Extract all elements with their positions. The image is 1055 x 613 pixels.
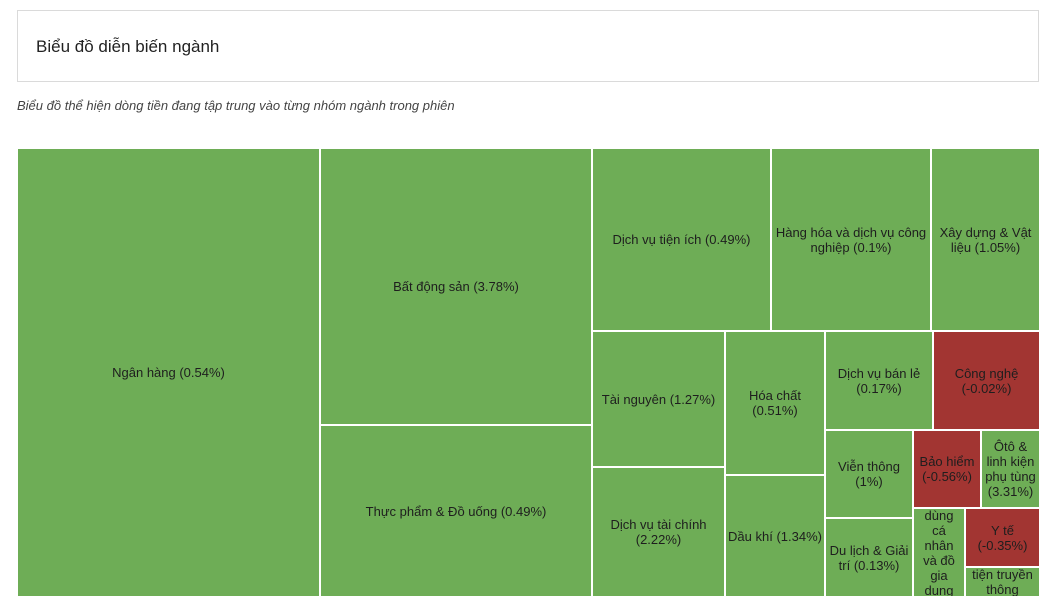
treemap-cell[interactable]: Bảo hiểm (-0.56%) [913, 430, 981, 508]
treemap-cell-label: Hàng hóa và dịch vụ công nghiệp (0.1%) [775, 224, 927, 255]
treemap-cell-label: Công nghệ (-0.02%) [954, 365, 1019, 396]
treemap-cell[interactable]: Viễn thông (1%) [825, 430, 913, 518]
treemap-cell-label: Đồ dùng cá nhân và đồ gia dụng (0.17%) [923, 508, 955, 597]
treemap-cell[interactable]: tiện truyền thông [965, 567, 1040, 597]
treemap-cell-label: Bảo hiểm (-0.56%) [919, 454, 975, 484]
treemap-cell-label: Dịch vụ tiện ích (0.49%) [612, 232, 751, 247]
treemap-cell-label: Viễn thông (1%) [838, 459, 900, 489]
treemap-cell[interactable]: Dịch vụ tài chính (2.22%) [592, 467, 725, 597]
chart-subtitle: Biểu đồ thể hiện dòng tiền đang tập trun… [17, 98, 455, 113]
treemap-cell-label: Bất động sản (3.78%) [393, 279, 519, 294]
treemap-cell-label: Xây dựng & Vật liệu (1.05%) [939, 224, 1032, 255]
treemap-cell[interactable]: Y tế (-0.35%) [965, 508, 1040, 567]
treemap-cell[interactable]: Dịch vụ bán lẻ (0.17%) [825, 331, 933, 430]
treemap-cell[interactable]: Tài nguyên (1.27%) [592, 331, 725, 467]
treemap-cell[interactable]: Xây dựng & Vật liệu (1.05%) [931, 148, 1040, 331]
treemap-cell-label: Thực phẩm & Đồ uống (0.49%) [365, 503, 547, 519]
treemap-cell[interactable]: Dịch vụ tiện ích (0.49%) [592, 148, 771, 331]
treemap-cell[interactable]: Dầu khí (1.34%) [725, 475, 825, 597]
treemap-cell-label: tiện truyền thông [972, 567, 1033, 597]
treemap-cell-label: Hóa chất (0.51%) [748, 388, 802, 418]
treemap-cell-label: Dịch vụ tài chính (2.22%) [610, 517, 707, 547]
treemap-cell[interactable]: Công nghệ (-0.02%) [933, 331, 1040, 430]
treemap-cell[interactable]: Du lịch & Giải trí (0.13%) [825, 518, 913, 597]
treemap-cell[interactable]: Hóa chất (0.51%) [725, 331, 825, 475]
treemap-cell[interactable]: Hàng hóa và dịch vụ công nghiệp (0.1%) [771, 148, 931, 331]
treemap-cell-label: Y tế (-0.35%) [977, 522, 1028, 553]
treemap-cell[interactable]: Đồ dùng cá nhân và đồ gia dụng (0.17%) [913, 508, 965, 597]
treemap-cell-label: Dịch vụ bán lẻ (0.17%) [837, 365, 921, 396]
treemap-cell-label: Ôtô & linh kiện phụ tùng (3.31%) [985, 439, 1036, 499]
treemap-cell-label: Dầu khí (1.34%) [728, 528, 822, 544]
treemap-cell[interactable]: Ôtô & linh kiện phụ tùng (3.31%) [981, 430, 1040, 508]
treemap-cell[interactable]: Thực phẩm & Đồ uống (0.49%) [320, 425, 592, 597]
page-title: Biểu đồ diễn biến ngành [36, 37, 220, 56]
treemap-cell-label: Tài nguyên (1.27%) [601, 391, 716, 407]
treemap-cell[interactable]: Ngân hàng (0.54%) [17, 148, 320, 597]
treemap-cell[interactable]: Bất động sản (3.78%) [320, 148, 592, 425]
treemap-cell-label: Ngân hàng (0.54%) [112, 365, 225, 380]
sector-treemap: Ngân hàng (0.54%) Bất động sản (3.78%) Thự… [17, 148, 1040, 597]
treemap-cell-label: Du lịch & Giải trí (0.13%) [829, 542, 909, 573]
chart-header-box: Biểu đồ diễn biến ngành [17, 10, 1039, 82]
